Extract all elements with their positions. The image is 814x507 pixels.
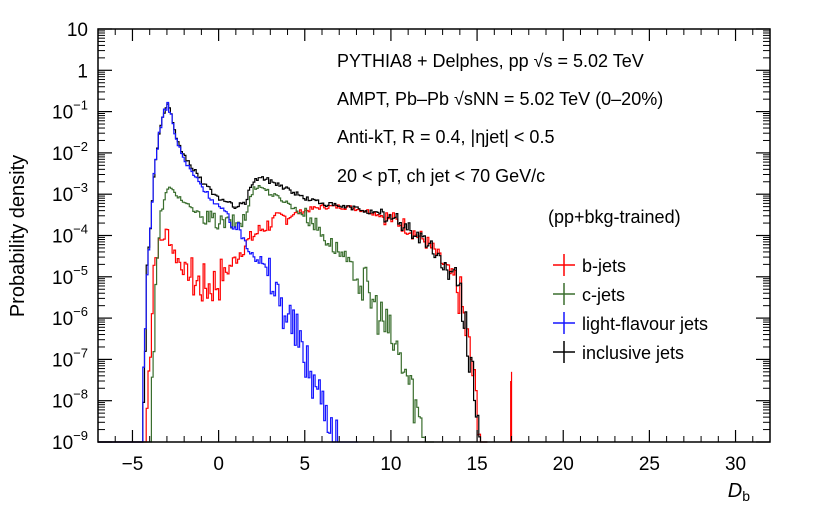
x-tick-label: 20 [553, 454, 574, 475]
y-tick-label-base: 10 [52, 227, 73, 248]
series-line-light-flavour-jets [98, 101, 359, 443]
y-tick-label-base: 10 [52, 268, 73, 289]
x-tick-label: 10 [380, 454, 401, 475]
y-tick-label: 10−9 [52, 428, 88, 454]
x-axis-title-main: D [728, 480, 742, 502]
legend: b-jets c-jets light-flavour jets inclusive … [553, 254, 708, 363]
annotation-line3: Anti-kT, R = 0.4, |ηjet| < 0.5 [337, 127, 554, 147]
annotation-line4: 20 < pT, ch jet < 70 GeV/c [337, 166, 545, 186]
legend-label: inclusive jets [582, 343, 684, 363]
y-tick-label: 10−5 [52, 263, 88, 289]
annotation-training: (pp+bkg-trained) [548, 207, 681, 227]
y-tick-label-exponent: −5 [73, 263, 88, 278]
annotation-line1: PYTHIA8 + Delphes, pp √s = 5.02 TeV [337, 51, 644, 71]
legend-label: light-flavour jets [582, 314, 708, 334]
y-tick-label-base: 10 [52, 392, 73, 413]
y-tick-label-exponent: −2 [73, 139, 88, 154]
x-tick-label: 0 [213, 454, 224, 475]
axis-ticks [97, 28, 771, 443]
x-tick-label: 5 [299, 454, 310, 475]
x-tick-label: −5 [122, 454, 144, 475]
x-tick-label: 15 [467, 454, 488, 475]
x-axis-title-sub: b [742, 488, 750, 504]
x-tick-labels: −5 0 5 10 15 20 25 30 [122, 454, 746, 475]
y-tick-label: 1 [77, 61, 88, 82]
y-tick-label-exponent: −9 [73, 428, 88, 443]
y-tick-label: 10−7 [52, 345, 88, 371]
y-tick-label: 10−2 [52, 139, 88, 165]
x-tick-label: 30 [725, 454, 746, 475]
y-tick-label: 10−6 [52, 304, 88, 330]
y-tick-label: 10−8 [52, 387, 88, 413]
series-line-inclusive-jets [98, 103, 488, 443]
y-tick-label-base: 10 [52, 185, 73, 206]
y-tick-label: 10−1 [52, 98, 88, 124]
y-tick-label-exponent: −6 [73, 304, 88, 319]
y-tick-label-base: 10 [52, 103, 73, 124]
plot-series-group [98, 101, 513, 443]
y-tick-label-exponent: −8 [73, 387, 88, 402]
y-tick-label-exponent: −7 [73, 345, 88, 360]
legend-label: b-jets [582, 256, 626, 276]
x-tick-label: 25 [639, 454, 660, 475]
y-axis-title: Probability density [7, 155, 29, 317]
y-tick-label-exponent: −3 [73, 180, 88, 195]
y-tick-label-base: 10 [67, 20, 88, 41]
y-tick-label-exponent: −4 [73, 222, 88, 237]
y-tick-label-base: 10 [52, 144, 73, 165]
y-tick-label: 10−4 [52, 222, 88, 248]
y-tick-label-base: 10 [52, 350, 73, 371]
y-tick-label-base: 10 [52, 433, 73, 454]
y-tick-label: 10−3 [52, 180, 88, 206]
y-tick-label-exponent: −1 [73, 98, 88, 113]
legend-label: c-jets [582, 285, 625, 305]
y-tick-label-base: 10 [52, 309, 73, 330]
annotation-line2: AMPT, Pb–Pb √sNN = 5.02 TeV (0–20%) [337, 89, 663, 109]
series-line-c-jets [98, 185, 434, 443]
y-tick-label: 10 [67, 20, 88, 41]
y-tick-label-base: 1 [77, 61, 88, 82]
x-axis-title: Db [728, 480, 750, 504]
